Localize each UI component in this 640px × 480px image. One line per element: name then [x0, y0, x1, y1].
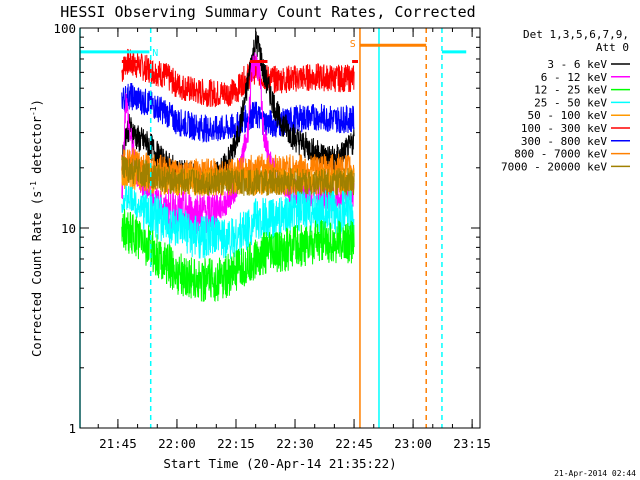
legend-label-8: 800 - 7000 keV: [514, 148, 607, 161]
x-tick-label-6: 23:00: [394, 436, 432, 451]
y-tick-label-2: 10: [61, 221, 76, 236]
y-axis-label-main: Corrected Count Rate (s: [30, 191, 44, 357]
legend-label-9: 7000 - 20000 keV: [501, 160, 607, 173]
x-tick-label-7: 23:15: [453, 436, 491, 451]
legend-label-7: 300 - 800 keV: [521, 135, 607, 148]
y-axis-label-sup2: -1: [29, 106, 38, 116]
y-tick-label-1: 1: [68, 421, 76, 436]
y-tick-label-3: 100: [53, 21, 76, 36]
legend-label-5: 50 - 100 keV: [528, 109, 608, 122]
y-axis-label: Corrected Count Rate (s-1 detector-1): [29, 99, 44, 357]
legend-label-2: 6 - 12 keV: [541, 71, 608, 84]
legend-label-4: 25 - 50 keV: [534, 96, 607, 109]
x-tick-label-2: 22:00: [158, 436, 196, 451]
legend-label-6: 100 - 300 keV: [521, 122, 607, 135]
flag-label-1: N: [152, 48, 158, 59]
legend-header-detectors: Det 1,3,5,6,7,9,: [523, 28, 629, 41]
series-line-9: [121, 209, 355, 303]
series-line-5: [121, 147, 355, 187]
series-line-7: [121, 154, 355, 197]
x-axis-label: Start Time (20-Apr-14 21:35:22): [163, 456, 396, 471]
x-tick-label-4: 22:30: [276, 436, 314, 451]
timestamp: 21-Apr-2014 02:44: [554, 469, 636, 478]
chart-title: HESSI Observing Summary Count Rates, Cor…: [60, 3, 475, 21]
x-tick-label-3: 22:15: [217, 436, 255, 451]
y-axis-label-mid: detector: [30, 116, 44, 181]
legend-label-3: 12 - 25 keV: [534, 84, 607, 97]
series-line-1: [121, 48, 355, 108]
legend-label-1: 3 - 6 keV: [547, 58, 607, 71]
legend-header-attenuator: Att 0: [596, 41, 629, 54]
y-axis-label-end: ): [30, 99, 44, 106]
flag-label-2: S: [350, 39, 356, 50]
axis-layer: 21:45 22:00 22:15 22:30 22:45 23:00 23:15 1 10 10…: [53, 21, 491, 451]
x-tick-label-1: 21:45: [99, 436, 137, 451]
y-axis-label-sup1: -1: [29, 181, 38, 191]
x-tick-label-5: 22:45: [335, 436, 373, 451]
series-layer: [121, 30, 355, 303]
